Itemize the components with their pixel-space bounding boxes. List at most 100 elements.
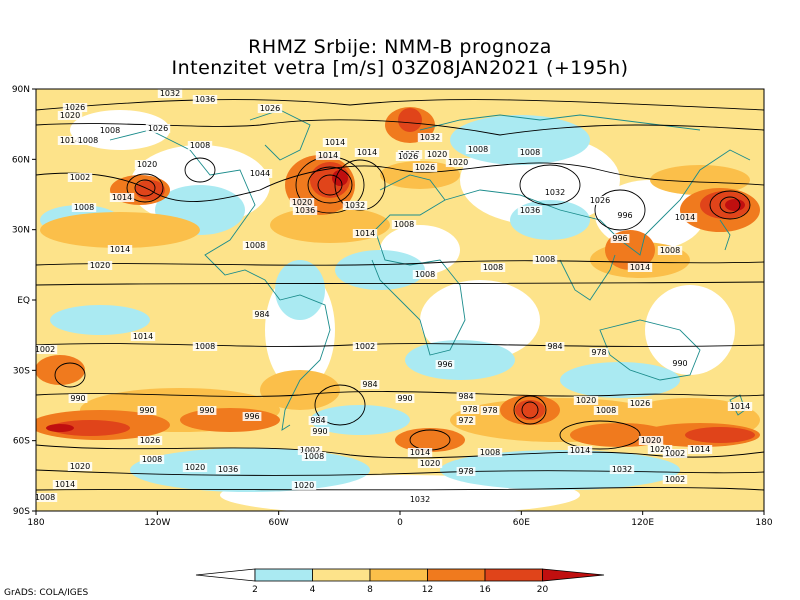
svg-text:1008: 1008 [78,136,98,145]
isobar-label: 990 [395,394,415,403]
svg-text:1008: 1008 [142,455,162,464]
svg-text:1008: 1008 [100,126,120,135]
svg-text:978: 978 [591,348,606,357]
isobar-label: 1014 [57,136,83,145]
svg-text:1026: 1026 [140,436,160,445]
isobar-label: 1026 [62,103,88,112]
svg-text:978: 978 [462,405,477,414]
legend-swatch [484,568,543,582]
svg-text:984: 984 [458,392,473,401]
legend-swatch [427,568,486,582]
isobar-label: 1020 [182,463,208,472]
svg-text:1020: 1020 [90,261,110,270]
svg-text:1032: 1032 [420,133,440,142]
svg-text:1008: 1008 [480,448,500,457]
x-tick-label: 60E [513,518,530,528]
map-title: RHMZ Srbije: NMM-B prognoza [248,36,552,58]
extreme-wind-areas [46,170,745,432]
isobar-label: 984 [456,392,476,401]
svg-text:1008: 1008 [394,220,414,229]
svg-text:1014: 1014 [55,480,75,489]
svg-text:1014: 1014 [675,213,695,222]
isobar-label: 1008 [517,148,543,157]
svg-text:1026: 1026 [260,104,280,113]
svg-text:1014: 1014 [730,402,750,411]
svg-text:984: 984 [547,342,562,351]
svg-text:1014: 1014 [325,138,345,147]
svg-text:1014: 1014 [133,332,153,341]
isobar-label: 1008 [480,263,506,272]
svg-text:1014: 1014 [112,193,132,202]
isobar-label: 1014 [672,213,698,222]
svg-text:1008: 1008 [535,255,555,264]
svg-text:990: 990 [139,406,154,415]
isobar-label: 1020 [57,111,83,120]
x-tick-label: 180 [27,518,44,528]
svg-text:1014: 1014 [357,148,377,157]
isobar-label: 1032 [342,201,368,210]
svg-text:1036: 1036 [295,206,315,215]
isobar-label: 1014 [567,446,593,455]
svg-text:1008: 1008 [74,203,94,212]
svg-text:1036: 1036 [195,95,215,104]
isobar-label: 1026 [587,196,613,205]
x-tick-label: 120W [144,518,170,528]
isobar-label: 1026 [627,399,653,408]
isobar-label: 1014 [627,263,653,272]
isobar-label: 1008 [139,455,165,464]
isobar-label: 1008 [657,246,683,255]
svg-text:996: 996 [612,234,627,243]
isobar-label: 978 [480,406,500,415]
isobar-label: 1032 [157,89,183,98]
y-tick-label: 90N [12,85,30,95]
x-tick-label: 60W [268,518,288,528]
isobar-label: 1014 [107,245,133,254]
isobar-label: 1026 [395,152,421,161]
svg-text:1002: 1002 [70,173,90,182]
isobar-label: 978 [456,467,476,476]
svg-text:1036: 1036 [218,465,238,474]
isobar-label: 1036 [215,465,241,474]
isobar-label: 1002 [36,345,58,354]
legend-label: 12 [422,585,433,595]
credit-text: GrADS: COLA/IGES [4,588,89,598]
isobar-label: 1008 [187,141,213,150]
isobar-label: 978 [460,405,480,414]
isobar-label: 1026 [145,124,171,133]
isobar-label: 996 [615,211,635,220]
y-axis: 90N 60N 30N EQ 30S 60S 90S [12,85,36,517]
isobar-label: 1020 [445,158,471,167]
isobar-label: 1008 [36,493,58,502]
svg-text:1020: 1020 [70,462,90,471]
isobar-label: 1044 [247,169,273,178]
isobar-label: 1002 [352,342,378,351]
isobar-label: 996 [610,234,630,243]
isobar-label: 1008 [532,255,558,264]
svg-text:984: 984 [310,416,325,425]
legend-arrow-left [195,568,256,582]
isobar-label: 990 [197,406,217,415]
isobar-label: 996 [242,412,262,421]
isobar-label: 1032 [542,188,568,197]
isobar-label: 996 [435,360,455,369]
svg-text:1026: 1026 [630,399,650,408]
map-subtitle: Intenzitet vetra [m/s] 03Z08JAN2021 (+19… [171,57,629,79]
svg-text:1020: 1020 [185,463,205,472]
isobar-label: 1020 [289,198,315,207]
svg-text:990: 990 [199,406,214,415]
x-tick-label: 120E [631,518,654,528]
isobar-label: 1008 [465,145,491,154]
svg-text:1014: 1014 [318,151,338,160]
svg-text:978: 978 [458,467,473,476]
legend-label: 2 [252,585,258,595]
svg-text:1002: 1002 [665,475,685,484]
isobar-label: 1014 [315,151,341,160]
svg-text:984: 984 [254,310,269,319]
legend-label: 8 [367,585,373,595]
svg-text:1014: 1014 [630,263,650,272]
isobar-label: 1020 [417,459,443,468]
svg-text:1002: 1002 [300,446,320,455]
svg-text:1032: 1032 [612,465,632,474]
